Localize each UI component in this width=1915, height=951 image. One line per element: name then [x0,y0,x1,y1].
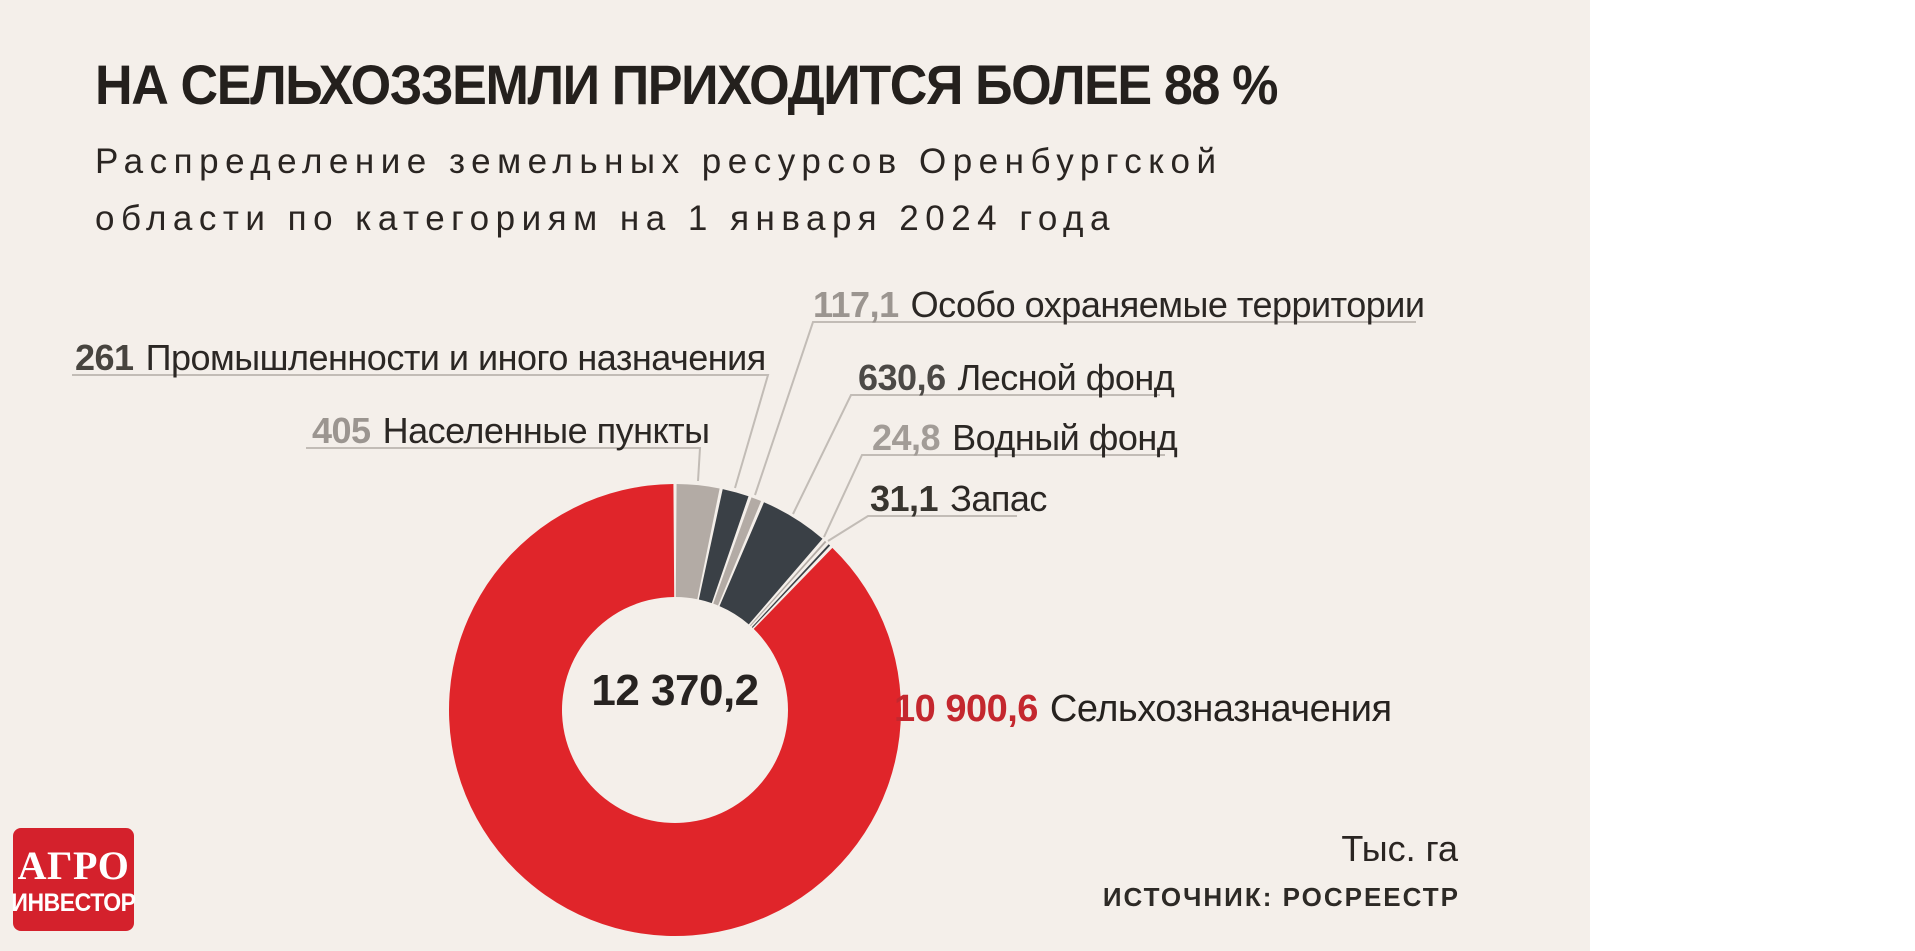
callout-agricultural: 10 900,6 Сельхозназначения [894,688,1392,731]
logo-line-investor: ИНВЕСТОР [11,888,136,917]
slice-label: Промышленности и иного назначения [145,337,767,378]
logo-line-agro: АГРО [17,842,130,888]
donut-slice [719,502,823,625]
leader-line-water [823,454,1165,538]
slice-label: Особо охраняемые территории [910,284,1425,325]
slice-label: Сельхозназначения [1049,688,1392,730]
slice-value: 24,8 [872,417,941,458]
slice-label: Запас [950,478,1047,519]
source-label: ИСТОЧНИК: РОСРЕЕСТР [1102,882,1460,912]
slice-label: Лесной фонд [957,357,1175,398]
callout-protected-areas: 117,1 Особо охраняемые территории [813,285,1425,325]
callout-reserve: 31,1 Запас [870,479,1047,519]
slice-value: 405 [312,410,371,451]
donut-slices [448,484,901,937]
donut-slice [698,489,749,604]
slice-value: 630,6 [858,357,946,398]
callout-industry: 261 Промышленности и иного назначения [75,338,766,378]
donut-slice [751,544,831,628]
leader-line-industry [72,374,770,489]
slice-value: 31,1 [870,478,939,519]
unit-label: Тыс. га [1341,828,1458,869]
donut-slice [713,497,762,606]
donut-center-total: 12 370,2 [591,666,759,715]
subtitle-line-1: Распределение земельных ресурсов Оренбур… [95,142,1223,181]
donut-slice [749,540,827,627]
page-title: НА СЕЛЬХОЗЗЕМЛИ ПРИХОДИТСЯ БОЛЕЕ 88 % [95,53,1278,116]
slice-value: 10 900,6 [894,688,1038,730]
subtitle-line-2: области по категориям на 1 января 2024 г… [95,198,1116,238]
slice-value: 117,1 [813,284,899,325]
callout-water: 24,8 Водный фонд [872,417,1178,458]
agroinvestor-logo: АГРО ИНВЕСТОР [11,828,136,931]
leader-line-forest [792,394,1160,515]
donut-slice [675,484,720,600]
page-subtitle: Распределение земельных ресурсов Оренбур… [95,134,1223,247]
slice-label: Водный фонд [952,417,1178,458]
slice-value: 261 [75,337,134,378]
callout-forest: 630,6 Лесной фонд [858,357,1175,398]
callout-settlements: 405 Населенные пункты [312,411,710,451]
donut-slice [448,484,901,937]
leader-line-reserve [827,515,1017,542]
leader-line-protected-areas [754,321,1416,496]
slice-label: Населенные пункты [382,410,710,451]
leader-line-settlements [306,447,702,482]
